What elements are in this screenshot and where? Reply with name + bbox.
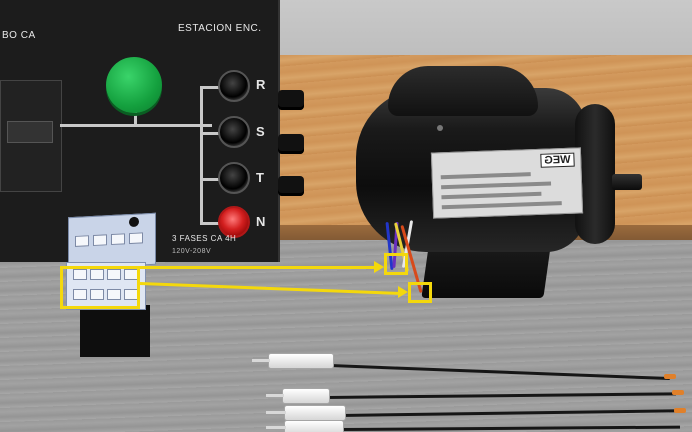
- panel-plug-s[interactable]: [278, 134, 304, 154]
- terminal-label-n: N: [256, 214, 266, 229]
- highlight-motor-wire-2: [408, 282, 432, 303]
- bus-line-s: [200, 132, 222, 135]
- motor-foot: [421, 246, 551, 298]
- phases-label: 3 FASES CA 4H: [172, 234, 237, 243]
- terminal-block[interactable]: [66, 262, 146, 310]
- terminal-block-cell: [73, 269, 87, 280]
- probe-tip: [266, 394, 284, 397]
- motor-bolt-icon: [437, 125, 443, 131]
- bus-line-t: [200, 178, 222, 181]
- terminal-t[interactable]: [218, 162, 250, 194]
- terminal-block-cell: [129, 232, 143, 245]
- probe-connector: [674, 408, 686, 413]
- bus-line-n: [200, 222, 222, 225]
- test-probe-icon[interactable]: [284, 420, 344, 432]
- panel-plug-r[interactable]: [278, 90, 304, 110]
- test-probe-icon[interactable]: [282, 388, 330, 404]
- motor-top-cap: [388, 66, 538, 116]
- motor-brand: WEG: [539, 152, 575, 168]
- bus-line-r: [200, 86, 222, 89]
- nameplate-row: [441, 181, 552, 190]
- probe-tip: [266, 411, 286, 414]
- terminal-block-cell: [73, 289, 87, 300]
- bus-line-indicator: [134, 112, 137, 126]
- panel-title-right: ESTACION ENC.: [178, 23, 262, 34]
- terminal-block-base: [80, 305, 150, 357]
- terminal-block-cell: [75, 235, 89, 247]
- highlight-terminal-block: [60, 266, 140, 309]
- terminal-block-cell: [90, 269, 104, 280]
- terminal-n[interactable]: [218, 206, 250, 238]
- highlight-connector-line-1: [140, 266, 376, 269]
- probe-connector: [672, 390, 684, 395]
- motor-nameplate: WEG: [430, 147, 584, 219]
- panel-plug-t[interactable]: [278, 176, 304, 196]
- arrow-right-icon: [398, 286, 408, 298]
- green-indicator-lamp-icon[interactable]: [106, 57, 162, 113]
- terminal-block-cell: [107, 269, 121, 280]
- terminal-s[interactable]: [218, 116, 250, 148]
- nameplate-row: [441, 201, 562, 210]
- test-probe-icon[interactable]: [284, 405, 346, 421]
- nameplate-row: [441, 191, 542, 200]
- nameplate-row: [440, 172, 531, 180]
- bus-line-vertical: [200, 86, 203, 224]
- terminal-label-t: T: [256, 170, 264, 185]
- terminal-block-screw-icon: [129, 216, 139, 228]
- terminal-label-s: S: [256, 124, 265, 139]
- terminal-block-cell: [111, 233, 125, 246]
- arrow-right-icon: [374, 261, 384, 273]
- probe-tip: [252, 359, 270, 362]
- test-probe-icon[interactable]: [268, 353, 334, 369]
- terminal-block-cell: [90, 289, 104, 300]
- terminal-label-r: R: [256, 77, 266, 92]
- terminal-r[interactable]: [218, 70, 250, 102]
- voltage-label: 120V-208V: [172, 248, 212, 255]
- terminal-block-top[interactable]: [68, 212, 156, 270]
- motor-shaft: [612, 174, 642, 190]
- panel-title-left: BO CA: [2, 30, 36, 41]
- terminal-block-cell: [107, 289, 121, 300]
- breaker-switch[interactable]: [0, 80, 62, 192]
- probe-tip: [266, 426, 286, 429]
- probe-connector: [664, 374, 676, 379]
- terminal-block-cell: [93, 234, 107, 246]
- highlight-motor-wire-1: [384, 253, 408, 275]
